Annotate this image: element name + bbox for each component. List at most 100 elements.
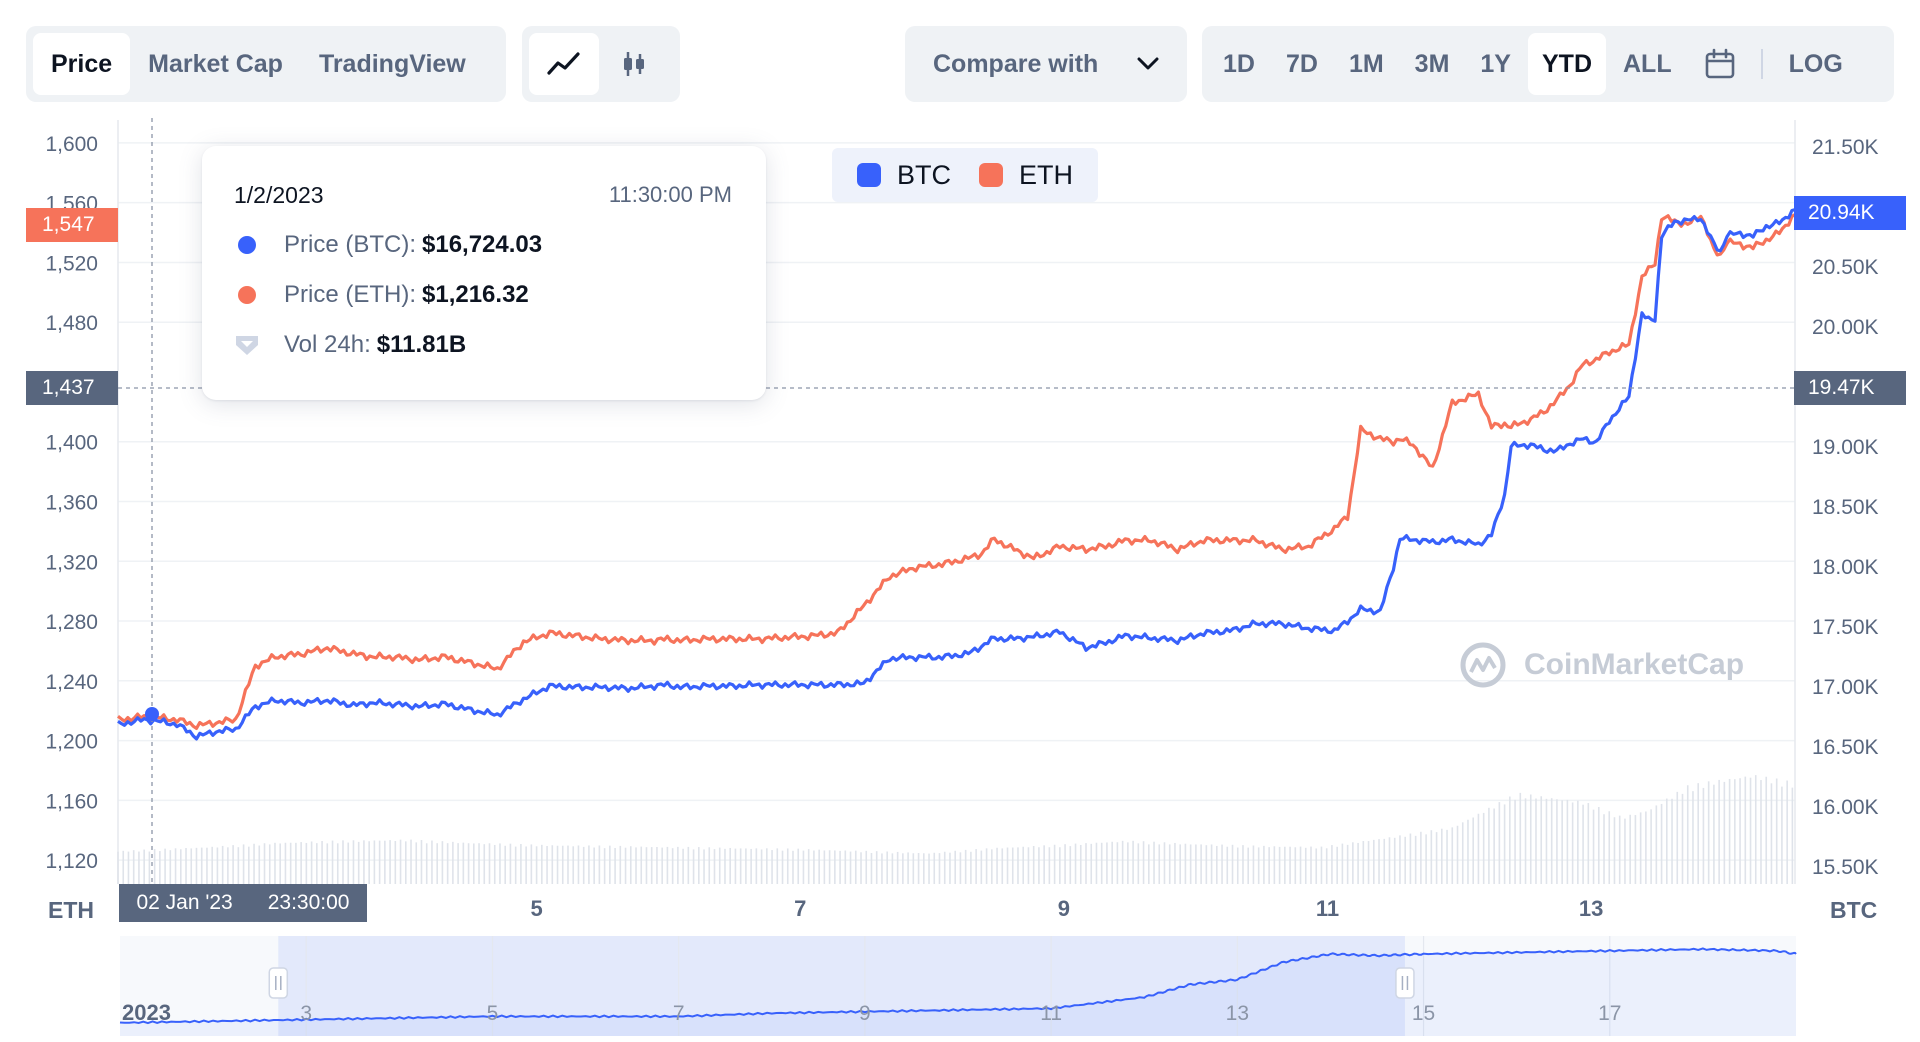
right-axis-tick-label: 17.50K [1812, 616, 1879, 639]
tooltip-volume-value: $11.81B [376, 331, 467, 358]
right-axis-tick-label: 15.50K [1812, 856, 1879, 879]
range-all[interactable]: ALL [1623, 49, 1672, 78]
eth-dot-icon [238, 286, 256, 304]
chart-legend: BTC ETH [832, 148, 1098, 202]
line-chart-icon[interactable] [529, 33, 599, 95]
range-1y[interactable]: 1Y [1480, 49, 1511, 78]
left-axis-unit-label: ETH [48, 897, 94, 923]
tooltip-header: 1/2/2023 11:30:00 PM [234, 182, 732, 209]
range-1d[interactable]: 1D [1223, 49, 1255, 78]
legend-label-btc: BTC [897, 159, 951, 190]
coinmarketcap-watermark: CoinMarketCap [1458, 640, 1744, 690]
tooltip-eth-label: Price (ETH): [284, 281, 416, 308]
right-axis-tick-label: 20.50K [1812, 256, 1879, 279]
left-axis-tick-label: 1,160 [45, 790, 98, 813]
compare-with-dropdown[interactable]: Compare with [905, 26, 1187, 102]
legend-item-eth[interactable]: ETH [979, 160, 1073, 191]
tooltip-btc-label: Price (BTC): [284, 231, 416, 258]
tab-market-cap[interactable]: Market Cap [148, 49, 283, 78]
compare-with-label: Compare with [933, 49, 1099, 78]
cursor-time: 23:30:00 [267, 891, 350, 914]
eth-price-line [117, 213, 1796, 730]
left-axis-tick-label: 1,400 [45, 432, 98, 455]
navigator-tick-label: 15 [1412, 1002, 1435, 1025]
navigator-tick-label: 13 [1226, 1002, 1249, 1025]
legend-label-eth: ETH [1019, 159, 1073, 190]
cursor-right-value-tag: 19.47K [1794, 371, 1906, 405]
candlestick-icon[interactable] [599, 33, 669, 95]
right-axis-unit-label: BTC [1830, 897, 1877, 923]
tooltip-time: 11:30:00 PM [608, 182, 732, 207]
chevron-down-icon [1137, 57, 1159, 70]
x-axis-tick-label: 13 [1579, 896, 1603, 921]
handle-grip [1395, 967, 1415, 999]
left-axis-tick-label: 1,240 [45, 671, 98, 694]
divider [1760, 49, 1763, 79]
handle-grip [268, 967, 289, 999]
right-axis-tick-label: 20.00K [1812, 316, 1879, 339]
right-axis-tick-label: 21.50K [1812, 136, 1879, 159]
x-axis-tick-label: 9 [1058, 896, 1070, 921]
coinmarketcap-logo-icon [1460, 642, 1506, 688]
left-axis-tick-label: 1,520 [45, 252, 98, 275]
right-axis-tick-label: 18.50K [1812, 496, 1879, 519]
tooltip-btc-value: $16,724.03 [422, 231, 543, 258]
navigator-line [119, 947, 1797, 1025]
range-tabs: 1D 7D 1M 3M 1Y YTD ALL [1209, 33, 1689, 95]
left-axis-tick-label: 1,480 [45, 312, 98, 335]
log-scale-toggle[interactable]: LOG [1788, 49, 1843, 78]
tab-price[interactable]: Price [33, 33, 131, 95]
tab-tradingview[interactable]: TradingView [318, 49, 466, 78]
left-axis-tick-label: 1,120 [45, 850, 98, 873]
range-ytd[interactable]: YTD [1528, 33, 1606, 95]
calendar-icon[interactable] [1689, 33, 1751, 95]
btc-last-price-tag: 20.94K [1794, 196, 1906, 230]
left-axis-tick-label: 1,200 [45, 731, 98, 754]
watermark-text: CoinMarketCap [1524, 648, 1745, 681]
x-axis-tick-label: 5 [530, 896, 542, 921]
cursor-date-label: 02 Jan '23 23:30:00 [119, 884, 367, 922]
right-axis-tick-label: 19.00K [1812, 436, 1879, 459]
navigator-left-handle[interactable] [268, 967, 289, 999]
btc-cursor-dot [145, 707, 159, 721]
range-7d[interactable]: 7D [1285, 49, 1318, 78]
chart-toolbar: Price Market Cap TradingView Compare with … [0, 26, 1920, 102]
legend-swatch-eth [979, 163, 1003, 187]
tooltip-eth-value: $1,216.32 [422, 281, 529, 308]
tooltip-volume-label: Vol 24h: [284, 331, 371, 358]
legend-item-btc[interactable]: BTC [857, 160, 951, 191]
right-axis-tick-label: 16.00K [1812, 796, 1879, 819]
x-axis-tick-label: 11 [1316, 896, 1339, 921]
navigator-right-handle[interactable] [1395, 967, 1415, 999]
right-axis-tick-label: 18.00K [1812, 556, 1879, 579]
cursor-left-value-tag: 1,437 [26, 371, 118, 405]
navigator-tick-label: 17 [1598, 1002, 1621, 1025]
left-axis-tick-label: 1,320 [45, 551, 98, 574]
btc-dot-icon [238, 236, 256, 254]
chart-type-group [522, 26, 680, 102]
volume-shield-icon [236, 336, 258, 355]
range-3m[interactable]: 3M [1414, 49, 1450, 78]
navigator-tick-label: 5 [487, 1002, 499, 1025]
range-group: 1D 7D 1M 3M 1Y YTD ALL LOG [1202, 26, 1894, 102]
tooltip-eth-row: Price (ETH): $1,216.32 [234, 281, 732, 309]
view-tab-group: Price Market Cap TradingView [26, 26, 506, 102]
legend-swatch-btc [857, 163, 881, 187]
navigator-tick-label: 2023 [122, 1000, 171, 1025]
tooltip-btc-row: Price (BTC): $16,724.03 [234, 231, 732, 259]
navigator-selection [278, 936, 1405, 1036]
volume-bars [117, 775, 1794, 884]
tooltip-volume-row: Vol 24h: $11.81B [234, 331, 732, 359]
navigator-tick-label: 9 [859, 1002, 871, 1025]
eth-last-price-tag: 1,547 [26, 208, 118, 242]
x-axis-tick-label: 7 [794, 896, 806, 921]
right-axis-tick-label: 17.00K [1812, 676, 1879, 699]
left-axis-tick-label: 1,600 [45, 133, 98, 156]
navigator-tick-label: 7 [673, 1002, 685, 1025]
tooltip-date: 1/2/2023 [234, 182, 324, 208]
btc-price-line [117, 208, 1796, 741]
range-1m[interactable]: 1M [1348, 49, 1384, 78]
cursor-date: 02 Jan '23 [136, 891, 233, 914]
navigator-tick-label: 11 [1040, 1002, 1062, 1025]
